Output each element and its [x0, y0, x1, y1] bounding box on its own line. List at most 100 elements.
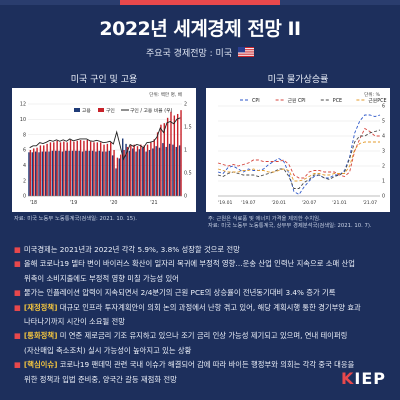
bullet-continuation: 위축이 소비지출에도 부정적 영향 미칠 가능성 있어	[24, 273, 179, 283]
bullet-marker-icon: ■	[14, 288, 21, 298]
bullet-text: 미 연준 제로금리 기조 유지하고 있으나 조기 금리 인상 가능성 제기되고 …	[57, 331, 348, 341]
chart1-y-tick: 10	[20, 117, 26, 123]
chart1-bar-employment	[55, 150, 57, 196]
chart1-legend-label: 구인 / 고용 비율 (우)	[130, 107, 172, 114]
chart1-bar-openings	[140, 144, 142, 196]
bullet-text: 대규모 인프라 투자계획안이 의회 논의 과정에서 난항 겪고 있어, 해당 계…	[57, 302, 361, 312]
chart1-bar-openings	[93, 142, 95, 196]
chart1-bar-employment	[31, 152, 34, 196]
chart1-y-tick: 8	[23, 132, 26, 138]
chart2-panel: 단위: % 0 1 2 3 4 5 6 '19.01 '19.07 '20.01 '20.07 '21.…	[206, 88, 390, 212]
chart2-title: 미국 물가상승률	[267, 75, 329, 85]
chart1-bar-openings	[176, 113, 179, 196]
bullet-marker-icon: ■	[14, 259, 21, 269]
chart1-bar-employment	[138, 149, 141, 196]
chart1-bar-employment	[98, 150, 100, 196]
chart1-bar-openings	[89, 141, 92, 196]
chart1-bar-employment	[28, 152, 30, 196]
summary-bullets: ■ 미국경제는 2021년과 2022년 각각 5.9%, 3.8% 성장할 것으…	[14, 243, 390, 387]
chart1-bar-employment	[111, 155, 114, 196]
chart1-title: 미국 구인 및 고용	[70, 75, 138, 85]
chart2-legend-label: 근원 CPI	[288, 97, 306, 104]
chart1-bar-openings	[43, 145, 45, 196]
bullet-marker-icon: ■	[14, 245, 21, 254]
bullet-text: 물가는 인플레이션 압력이 지속되면서 2/4분기의 근원 PCE의 상승률이 …	[23, 288, 336, 298]
chart1-source: 자료: 미국 노동부 노동통계국(검색일: 2021. 10. 15).	[14, 216, 198, 223]
chart1-bar-employment	[61, 151, 64, 196]
logo-mark: K	[340, 369, 355, 388]
chart1-bar-openings	[96, 142, 99, 196]
chart2-series-line	[217, 114, 381, 196]
chart1-unit: 단위: 백만 명, 배	[149, 91, 182, 98]
chart1-bar-employment	[45, 151, 47, 196]
chart1-bar-openings	[59, 142, 62, 196]
chart2-x-tick: '21.01	[332, 200, 346, 206]
chart1-bar-employment	[65, 150, 67, 196]
chart1-bar-openings	[66, 142, 68, 196]
top-accent-bar	[120, 0, 280, 5]
chart1-bar-openings	[120, 154, 122, 196]
chart1-bar-openings	[123, 150, 125, 196]
chart1-bar-employment	[145, 151, 147, 196]
bullet-item: ■ 올해 코로나19 델타 변이 바이러스 확산이 일자리 복귀에 부정적 영향……	[14, 257, 390, 271]
logo-text: IEP	[354, 369, 386, 388]
chart1-bar-openings	[113, 150, 115, 196]
bullet-marker-icon: ■	[14, 302, 21, 312]
chart1-y-tick: 0	[23, 194, 26, 200]
chart1-bar-openings	[39, 145, 42, 196]
chart1-bar-openings	[103, 144, 105, 196]
chart1-bar-openings	[153, 139, 155, 196]
chart1-x-tick: '20	[110, 200, 117, 206]
chart1-bar-openings	[46, 143, 48, 196]
chart2-x-tick: '21.07	[363, 200, 377, 206]
chart2-unit: 단위: %	[364, 91, 380, 98]
chart1-bar-employment	[81, 151, 84, 196]
chart2-x-tick: '20.01	[272, 200, 286, 206]
chart1-bar-openings	[99, 142, 102, 196]
chart1-source-line: 자료: 미국 노동부 노동통계국(검색일: 2021. 10. 15).	[14, 216, 137, 222]
chart1-bar-openings	[163, 123, 165, 196]
chart1-panel: 단위: 백만 명, 배 0 2 4 6 8 10 12 0 0.5 1 1.5 2 '18 '19 '20 '2…	[12, 88, 196, 212]
chart1-bar-employment	[162, 143, 164, 196]
bullet-text: 올해 코로나19 델타 변이 바이러스 확산이 일자리 복귀에 부정적 영향…운…	[23, 259, 355, 269]
chart2-y-tick: 4	[382, 134, 385, 140]
bullet-tag: [핵심이슈]	[23, 360, 58, 370]
chart1-bar-openings	[133, 144, 135, 196]
chart2-y-tick: 0	[382, 194, 385, 200]
chart1-bar-openings	[126, 146, 129, 196]
chart1-bar-employment	[125, 143, 127, 196]
chart1-ratio-line	[29, 117, 181, 161]
chart1-bar-openings	[173, 115, 176, 196]
chart2-legend-label: CPI	[252, 98, 260, 104]
chart1-y2-tick: 1.5	[184, 125, 192, 131]
bullet-item: ■ [핵심이슈] 코로나19 팬데믹 관련 국내 이슈가 해결되어 감에 따라 바…	[14, 358, 390, 372]
bullet-marker-icon: ■	[14, 331, 21, 341]
chart1-bar-employment	[132, 148, 134, 196]
chart1-bar-openings	[116, 157, 119, 196]
chart1-bar-employment	[135, 151, 137, 196]
chart1-bar-openings	[76, 140, 78, 196]
chart1-bar-employment	[148, 150, 151, 196]
chart1-bar-openings	[53, 142, 55, 196]
chart1-bar-employment	[158, 147, 161, 196]
chart1-legend-swatch	[74, 108, 80, 112]
chart1-bar-employment	[168, 143, 171, 196]
chart2-y-tick: 2	[382, 164, 385, 170]
chart1-legend-label: 고용	[82, 108, 91, 114]
chart1-legend-swatch	[98, 108, 104, 112]
chart1-bar-openings	[56, 140, 58, 196]
chart2-series-line	[217, 129, 381, 189]
bullet-continuation: 나타나기까지 시간이 소요될 전망	[24, 317, 125, 327]
chart1-bar-employment	[178, 145, 181, 196]
chart1-y-tick: 4	[23, 163, 26, 169]
chart1-bar-openings	[146, 144, 149, 196]
page-subtitle: 주요국 경제전망 : 미국	[0, 46, 400, 59]
chart1-bar-employment	[155, 146, 157, 196]
chart2-series-line	[217, 141, 380, 182]
chart2-source-line1: 주: 근원은 식료품 및 에너지 가격을 제외한 수치임.	[208, 216, 321, 222]
chart1-bar-employment	[78, 150, 80, 196]
chart1-y2-tick: 0	[184, 194, 187, 200]
subtitle-text: 주요국 경제전망 : 미국	[145, 49, 233, 59]
bullet-item: ■ 미국경제는 2021년과 2022년 각각 5.9%, 3.8% 성장할 것으…	[14, 243, 390, 257]
chart1-bar-openings	[130, 145, 132, 196]
